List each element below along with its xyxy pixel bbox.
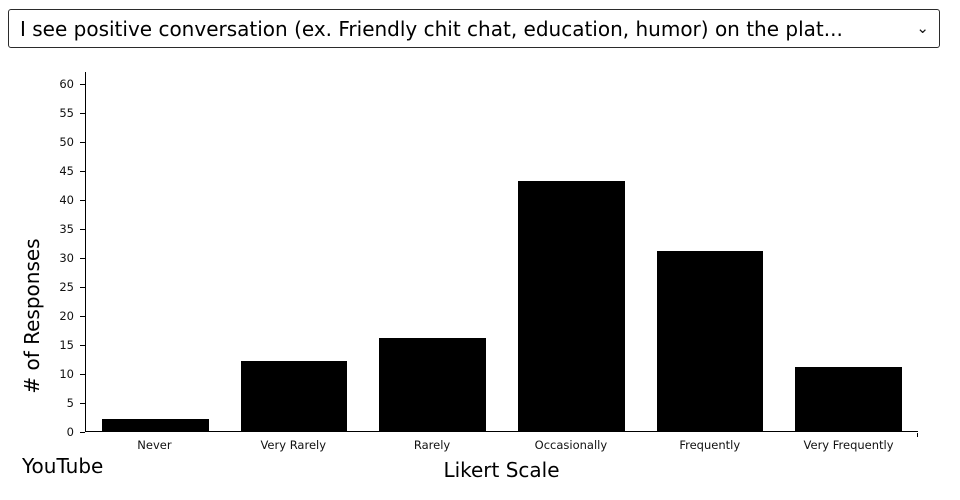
y-tick-mark xyxy=(80,373,85,375)
y-tick-label: 5 xyxy=(66,395,74,410)
y-tick-mark xyxy=(80,170,85,172)
bar-column xyxy=(363,72,502,431)
bar-column xyxy=(225,72,364,431)
y-tick-mark xyxy=(80,83,85,85)
x-tick-label: Never xyxy=(137,438,172,452)
x-tick-label: Occasionally xyxy=(534,438,608,452)
bars-container xyxy=(86,72,918,431)
y-tick-label: 0 xyxy=(66,425,74,439)
question-select[interactable]: I see positive conversation (ex. Friendl… xyxy=(8,9,940,48)
y-tick-mark xyxy=(80,257,85,259)
y-tick-label: 25 xyxy=(59,279,74,294)
y-tick-mark xyxy=(80,344,85,346)
bar-column xyxy=(641,72,780,431)
bar-column xyxy=(502,72,641,431)
y-tick-label: 30 xyxy=(59,250,74,265)
question-select-value: I see positive conversation (ex. Friendl… xyxy=(20,16,843,41)
platform-label: YouTube xyxy=(22,454,104,478)
x-tick-label: Very Frequently xyxy=(803,438,894,452)
plot-area xyxy=(85,72,918,432)
x-tick-label: Frequently xyxy=(679,438,741,452)
x-axis-tick-labels: Never Very Rarely Rarely Occasionally Freque… xyxy=(85,438,918,452)
y-axis-ticks: 0 5 10 15 20 25 30 35 40 45 50 55 60 xyxy=(0,72,85,439)
chevron-down-icon: ⌄ xyxy=(916,19,929,37)
bar-column xyxy=(86,72,225,431)
y-tick-mark xyxy=(80,228,85,230)
x-axis-end-tick xyxy=(917,433,918,437)
y-tick-mark xyxy=(80,402,85,404)
y-tick-label: 40 xyxy=(59,192,74,207)
y-tick-mark xyxy=(80,432,85,433)
y-tick-label: 20 xyxy=(59,308,74,323)
bar-rarely[interactable] xyxy=(379,338,487,431)
x-tick-label: Very Rarely xyxy=(260,438,327,452)
y-tick-label: 35 xyxy=(59,221,74,236)
y-tick-mark xyxy=(80,141,85,143)
y-tick-label: 10 xyxy=(59,366,74,381)
y-tick-label: 55 xyxy=(59,105,74,120)
y-tick-mark xyxy=(80,112,85,114)
y-tick-mark xyxy=(80,286,85,288)
bar-never[interactable] xyxy=(101,419,209,431)
y-tick-mark xyxy=(80,315,85,317)
x-axis-title: Likert Scale xyxy=(443,458,560,482)
x-tick-label: Rarely xyxy=(413,438,451,452)
bar-chart: # of Responses 0 5 10 15 20 25 30 35 40 45 50 55 60 … xyxy=(0,60,960,500)
y-tick-label: 45 xyxy=(59,163,74,178)
bar-very-rarely[interactable] xyxy=(240,361,348,431)
y-tick-label: 15 xyxy=(59,337,74,352)
bar-occasionally[interactable] xyxy=(517,181,625,431)
y-tick-mark xyxy=(80,199,85,201)
bar-very-frequently[interactable] xyxy=(795,367,903,431)
bar-frequently[interactable] xyxy=(656,251,764,431)
y-tick-label: 50 xyxy=(59,134,74,149)
y-tick-label: 60 xyxy=(59,76,74,91)
bar-column xyxy=(779,72,918,431)
